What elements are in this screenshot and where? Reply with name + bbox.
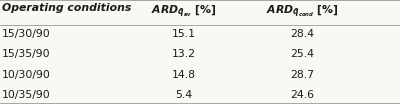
Text: 15.1: 15.1 (172, 29, 196, 39)
Text: 10/35/90: 10/35/90 (2, 90, 51, 100)
Text: 10/30/90: 10/30/90 (2, 70, 51, 80)
Text: Operating conditions: Operating conditions (2, 3, 131, 13)
Text: 5.4: 5.4 (176, 90, 192, 100)
Text: $\bfit{ARD}_{\bar{\bfit{q}}_{ev}}$ [%]: $\bfit{ARD}_{\bar{\bfit{q}}_{ev}}$ [%] (151, 3, 217, 20)
Text: 28.4: 28.4 (290, 29, 314, 39)
Text: 25.4: 25.4 (290, 49, 314, 59)
Text: 13.2: 13.2 (172, 49, 196, 59)
Text: 15/35/90: 15/35/90 (2, 49, 51, 59)
Text: 15/30/90: 15/30/90 (2, 29, 51, 39)
Text: 14.8: 14.8 (172, 70, 196, 80)
Text: $\bfit{ARD}_{\bar{\bfit{q}}_{cond}}$ [%]: $\bfit{ARD}_{\bar{\bfit{q}}_{cond}}$ [%] (266, 3, 338, 20)
Text: 24.6: 24.6 (290, 90, 314, 100)
Text: 28.7: 28.7 (290, 70, 314, 80)
